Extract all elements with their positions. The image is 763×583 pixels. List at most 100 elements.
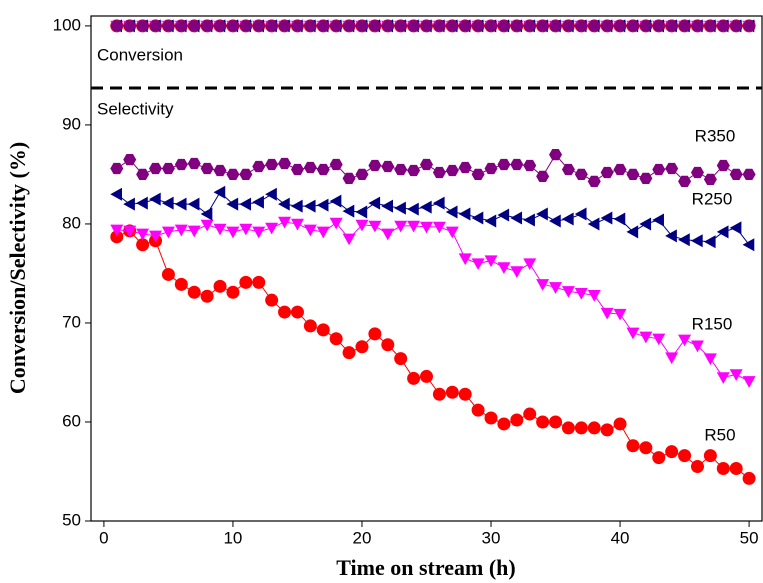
- conversion-marker: [394, 20, 408, 32]
- selectivity-marker: [716, 372, 730, 384]
- selectivity-marker: [523, 407, 537, 421]
- selectivity-marker: [200, 162, 214, 175]
- conversion-marker: [729, 20, 743, 32]
- selectivity-marker: [729, 221, 742, 235]
- selectivity-marker: [574, 168, 588, 181]
- selectivity-marker: [290, 305, 304, 319]
- selectivity-marker: [200, 289, 214, 303]
- selectivity-marker: [226, 226, 240, 239]
- y-tick-label: 70: [62, 312, 81, 331]
- selectivity-marker: [716, 225, 729, 239]
- selectivity-marker: [600, 307, 614, 320]
- selectivity-marker: [729, 168, 743, 181]
- selectivity-marker: [652, 163, 666, 176]
- selectivity-marker: [484, 162, 498, 175]
- selectivity-marker: [265, 158, 279, 171]
- selectivity-marker: [252, 226, 266, 239]
- selectivity-marker: [536, 415, 550, 429]
- selectivity-marker: [445, 385, 459, 399]
- conversion-marker: [265, 20, 279, 32]
- selectivity-marker: [716, 462, 730, 476]
- selectivity-marker: [510, 211, 523, 225]
- selectivity-marker: [342, 204, 355, 218]
- selectivity-marker: [265, 222, 279, 235]
- selectivity-marker: [742, 238, 755, 252]
- selectivity-marker: [432, 166, 446, 179]
- selectivity-marker: [110, 230, 124, 244]
- selectivity-marker: [587, 217, 600, 231]
- selectivity-marker: [742, 471, 756, 485]
- x-axis-title: Time on stream (h): [336, 555, 515, 580]
- conversion-marker: [316, 20, 330, 32]
- selectivity-marker: [342, 172, 356, 185]
- selectivity-marker: [678, 233, 690, 247]
- selectivity-marker: [136, 168, 150, 181]
- conversion-marker: [149, 20, 163, 32]
- selectivity-marker: [626, 168, 640, 181]
- conversion-marker: [497, 20, 511, 32]
- selectivity-marker: [174, 277, 188, 291]
- selectivity-marker: [665, 229, 677, 243]
- selectivity-marker: [639, 331, 653, 344]
- conversion-marker: [716, 20, 730, 32]
- selectivity-marker: [381, 199, 393, 213]
- selectivity-marker: [252, 160, 266, 173]
- conversion-marker: [329, 20, 343, 32]
- conversion-marker: [600, 20, 614, 32]
- selectivity-marker: [136, 196, 148, 210]
- selectivity-marker: [703, 449, 717, 463]
- selectivity-marker: [394, 220, 408, 233]
- conversion-marker: [303, 20, 317, 32]
- selectivity-marker: [290, 163, 304, 176]
- selectivity-marker: [600, 166, 614, 179]
- selectivity-marker: [394, 201, 406, 215]
- conversion-marker: [136, 20, 150, 32]
- y-tick-label: 100: [53, 15, 81, 34]
- selectivity-marker: [600, 423, 614, 437]
- selectivity-marker: [355, 205, 368, 219]
- selectivity-marker: [471, 403, 485, 417]
- selectivity-marker: [368, 327, 382, 341]
- selectivity-marker: [329, 158, 343, 171]
- selectivity-marker: [342, 346, 356, 360]
- selectivity-marker: [368, 159, 382, 172]
- selectivity-marker: [420, 158, 433, 171]
- selectivity-marker: [368, 220, 382, 233]
- selectivity-marker: [149, 162, 163, 175]
- selectivity-marker: [252, 195, 264, 209]
- selectivity-marker: [110, 187, 123, 201]
- y-tick-label: 80: [62, 213, 81, 232]
- conversion-marker: [161, 20, 175, 32]
- conversion-marker: [652, 20, 666, 32]
- selectivity-marker: [484, 411, 498, 425]
- selectivity-marker: [303, 199, 316, 213]
- selectivity-marker: [510, 413, 524, 427]
- selectivity-marker: [523, 213, 535, 227]
- selectivity-marker: [574, 207, 587, 221]
- selectivity-marker: [652, 213, 664, 227]
- selectivity-marker: [729, 369, 743, 381]
- selectivity-marker: [445, 164, 459, 177]
- selectivity-marker: [226, 197, 239, 211]
- selectivity-marker: [600, 211, 613, 225]
- selectivity-marker: [626, 439, 640, 453]
- selectivity-marker: [510, 158, 524, 171]
- selectivity-marker: [407, 202, 419, 216]
- selectivity-marker: [536, 170, 550, 183]
- selectivity-marker: [174, 197, 187, 211]
- selectivity-marker: [213, 164, 227, 177]
- selectivity-marker: [265, 293, 279, 307]
- selectivity-marker: [484, 214, 497, 228]
- selectivity-marker: [561, 212, 574, 226]
- conversion-marker: [174, 20, 188, 32]
- conversion-marker: [626, 20, 640, 32]
- selectivity-marker: [587, 175, 601, 187]
- conversion-marker: [252, 20, 266, 32]
- conversion-marker: [665, 20, 679, 32]
- selectivity-marker: [742, 376, 756, 388]
- selectivity-marker: [420, 200, 432, 214]
- selectivity-marker: [329, 217, 343, 230]
- selectivity-marker: [200, 219, 214, 232]
- selectivity-marker: [716, 159, 730, 172]
